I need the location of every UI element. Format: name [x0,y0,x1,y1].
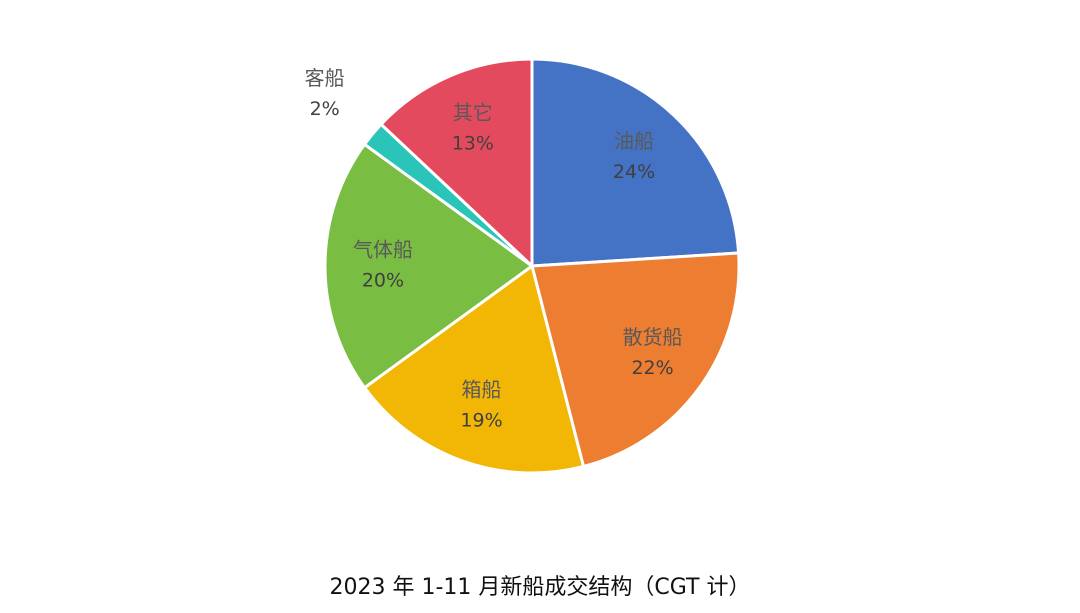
slice-value-label: 2% [310,98,340,120]
slice-label: 箱船 [462,378,502,402]
pie-slice [362,263,586,475]
slice-value-label: 19% [460,410,502,432]
pie-slice [378,57,534,270]
slice-label: 其它 [453,101,493,125]
slice-value-label: 20% [362,270,404,292]
slice-value-label: 22% [631,357,673,379]
slice-value-label: 13% [452,133,494,155]
pie-slice [323,142,535,390]
pie-slice [530,57,741,268]
pie-slice [530,251,741,469]
slice-label: 客船 [305,66,345,90]
slice-value-label: 24% [613,161,655,183]
chart-title: 2023 年 1-11 月新船成交结构（CGT 计） [330,575,751,600]
slice-label: 散货船 [623,325,683,349]
slice-label: 气体船 [353,238,413,262]
slice-label: 油船 [614,129,654,153]
